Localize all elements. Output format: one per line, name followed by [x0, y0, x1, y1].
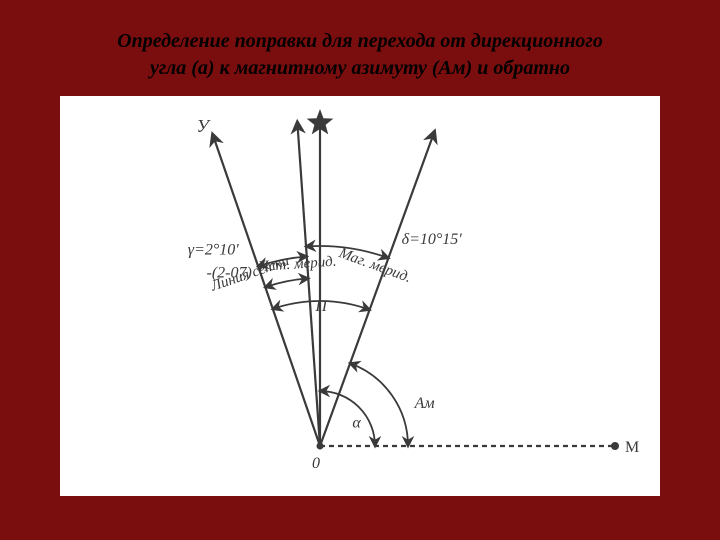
svg-text:δ=10°15': δ=10°15'	[402, 231, 463, 248]
svg-text:Ам: Ам	[414, 395, 435, 412]
slide: Определение поправки для перехода от дир…	[0, 0, 720, 540]
title-line-2: угла (a) к магнитному азимуту (Ам) и обр…	[150, 57, 570, 79]
svg-text:-(2-07): -(2-07)	[207, 264, 252, 281]
svg-text:У: У	[197, 116, 211, 136]
svg-text:П: П	[314, 298, 328, 315]
svg-text:М: М	[625, 439, 639, 456]
figure: МУЛиния сеткиИст. мерид.Маг. мерид.γ=2°1…	[60, 96, 660, 496]
diagram-svg: МУЛиния сеткиИст. мерид.Маг. мерид.γ=2°1…	[60, 96, 660, 496]
svg-text:Маг. мерид.: Маг. мерид.	[336, 245, 413, 286]
svg-text:0: 0	[312, 455, 320, 472]
title-line-1: Определение поправки для перехода от дир…	[117, 30, 603, 52]
svg-text:γ=2°10': γ=2°10'	[188, 242, 240, 259]
svg-text:α: α	[352, 414, 361, 431]
figure-container: МУЛиния сеткиИст. мерид.Маг. мерид.γ=2°1…	[40, 96, 680, 510]
slide-title: Определение поправки для перехода от дир…	[50, 28, 670, 82]
